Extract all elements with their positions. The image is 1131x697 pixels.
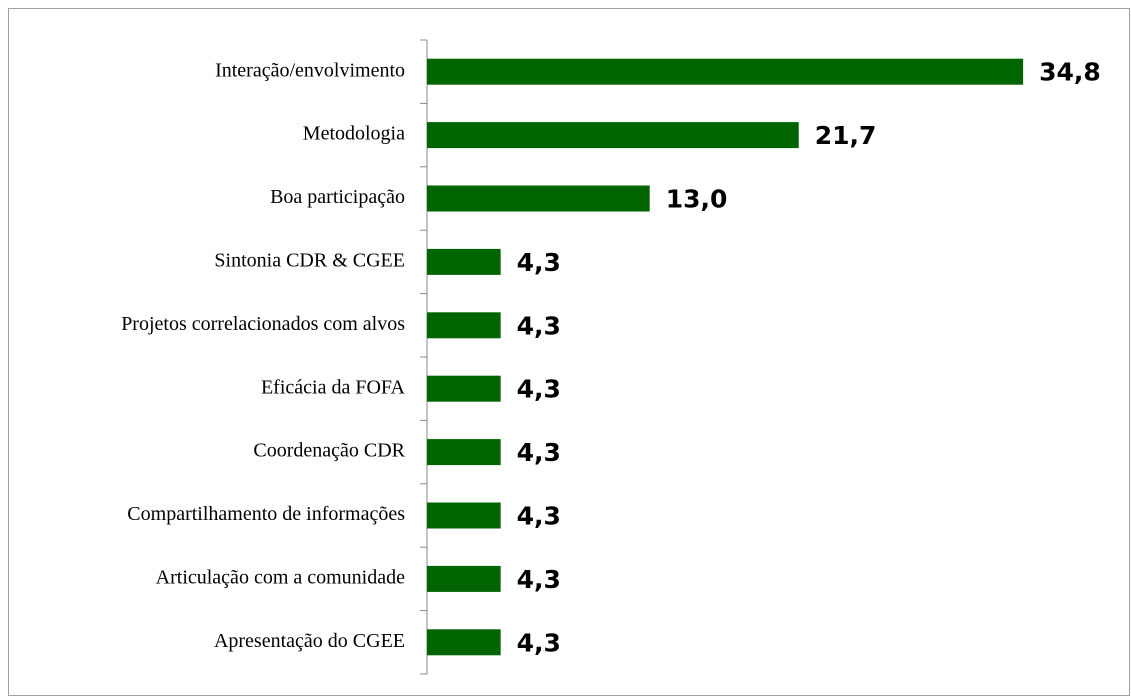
bar bbox=[427, 58, 1024, 85]
bar bbox=[427, 185, 650, 212]
category-label: Compartilhamento de informações bbox=[127, 503, 405, 525]
category-label: Boa participação bbox=[270, 186, 405, 208]
value-label: 21,7 bbox=[815, 121, 877, 150]
value-label: 4,3 bbox=[517, 311, 561, 340]
bar bbox=[427, 375, 501, 402]
value-label: 4,3 bbox=[517, 502, 561, 531]
bar bbox=[427, 439, 501, 466]
value-label: 4,3 bbox=[517, 375, 561, 404]
category-label: Projetos correlacionados com alvos bbox=[121, 313, 405, 335]
value-label: 4,3 bbox=[517, 565, 561, 594]
value-label: 4,3 bbox=[517, 438, 561, 467]
category-label: Articulação com a comunidade bbox=[156, 566, 405, 588]
category-label: Apresentação do CGEE bbox=[214, 630, 405, 652]
bar bbox=[427, 312, 501, 339]
value-label: 34,8 bbox=[1039, 58, 1101, 87]
bar bbox=[427, 248, 501, 275]
value-label: 4,3 bbox=[517, 248, 561, 277]
value-label: 13,0 bbox=[666, 185, 728, 214]
category-label: Interação/envolvimento bbox=[215, 59, 405, 81]
category-label: Eficácia da FOFA bbox=[261, 376, 406, 398]
bar bbox=[427, 629, 501, 656]
chart-frame bbox=[8, 8, 1130, 696]
category-label: Metodologia bbox=[303, 123, 405, 145]
bar bbox=[427, 565, 501, 592]
category-label: Sintonia CDR & CGEE bbox=[214, 249, 405, 271]
value-label: 4,3 bbox=[517, 628, 561, 657]
bar bbox=[427, 122, 799, 149]
category-label: Coordenação CDR bbox=[253, 440, 405, 462]
bar bbox=[427, 502, 501, 529]
